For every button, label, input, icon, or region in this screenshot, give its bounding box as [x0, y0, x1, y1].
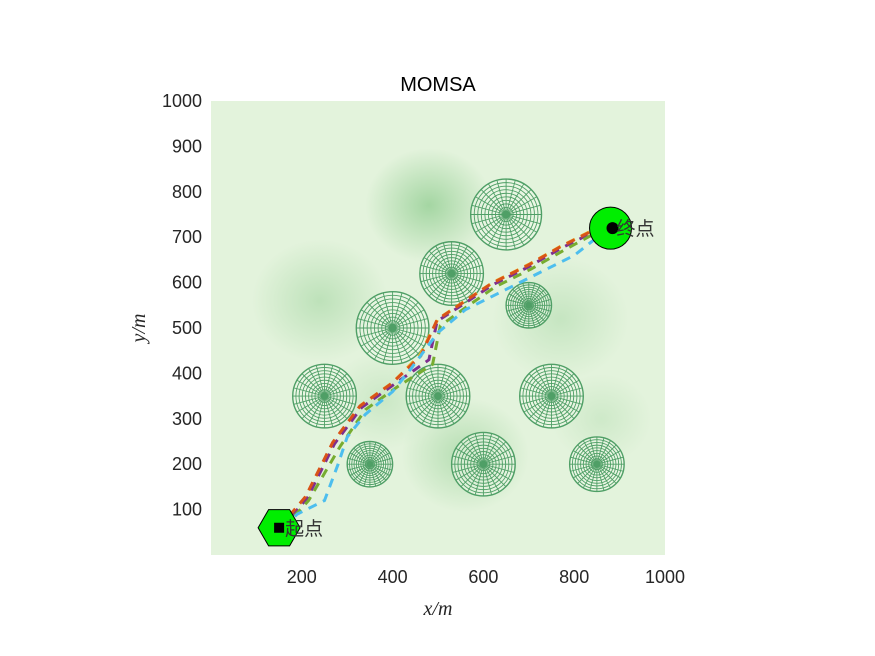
obstacle: [450, 431, 516, 497]
x-tick-label: 600: [468, 567, 498, 587]
y-tick-label: 500: [172, 318, 202, 338]
y-tick-label: 400: [172, 363, 202, 383]
goal-point-icon: [606, 222, 619, 235]
y-tick-label: 800: [172, 182, 202, 202]
y-tick-label: 700: [172, 227, 202, 247]
obstacle: [519, 363, 584, 429]
chart-title: MOMSA: [400, 74, 476, 96]
x-axis-label: x/m: [423, 598, 453, 620]
x-tick-label: 200: [287, 567, 317, 587]
obstacle: [355, 290, 430, 366]
obstacle: [346, 440, 394, 488]
start-label: 起点: [285, 518, 323, 540]
y-tick-label: 300: [172, 409, 202, 429]
y-axis-label: y/m: [128, 314, 150, 345]
y-tick-label: 100: [172, 500, 202, 520]
obstacle: [568, 436, 625, 493]
plot-area: 起点 终点: [211, 101, 665, 555]
y-tick-label: 600: [172, 273, 202, 293]
start-point-icon: [274, 522, 285, 533]
goal-label: 终点: [617, 218, 655, 240]
obstacle: [469, 178, 543, 251]
y-tick-label: 1000: [162, 91, 202, 111]
path-green: [282, 226, 611, 529]
path-purple: [280, 226, 611, 529]
x-tick-label: 800: [559, 567, 589, 587]
path-blue: [282, 229, 607, 529]
terrain-peak: [251, 239, 389, 363]
x-axis-ticks: 200 400 600 800 1000: [287, 567, 685, 587]
obstacle: [419, 241, 485, 306]
obstacle: [292, 363, 357, 429]
path-brown: [277, 226, 611, 529]
y-tick-label: 900: [172, 136, 202, 156]
start-goal-markers: 起点 终点: [257, 206, 655, 547]
obstacle: [405, 363, 471, 429]
y-axis-ticks: 100 200 300 400 500 600 700 800 900 1000: [162, 91, 202, 520]
terrain-peak: [365, 148, 493, 263]
obstacle: [505, 281, 553, 329]
y-tick-label: 200: [172, 454, 202, 474]
obstacles: [292, 178, 625, 497]
x-tick-label: 400: [378, 567, 408, 587]
x-tick-label: 1000: [645, 567, 685, 587]
paths: [277, 226, 611, 529]
